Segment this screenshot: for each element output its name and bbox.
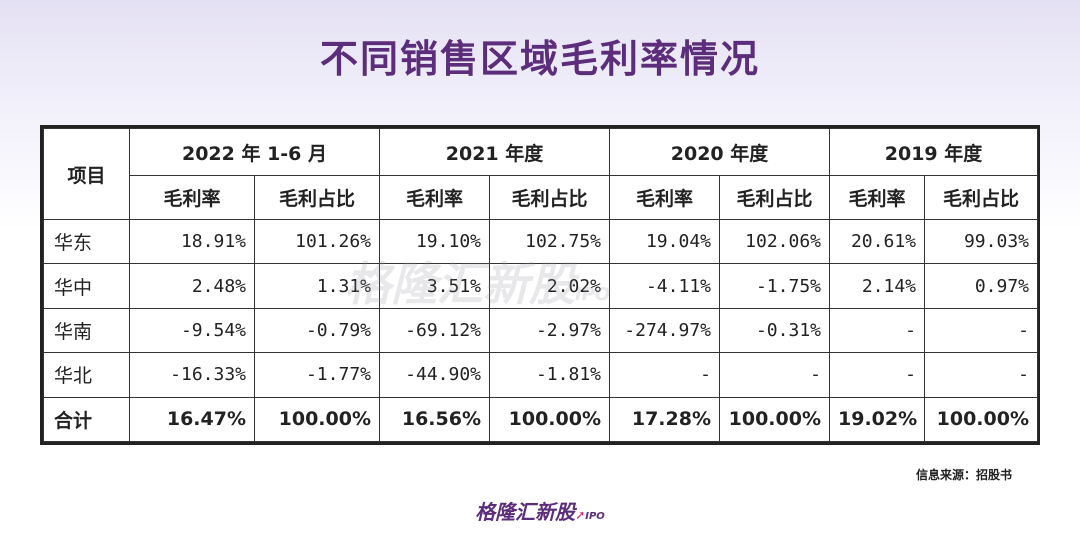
table-cell: 2.14% [829, 263, 925, 309]
table-cell: -69.12% [379, 307, 490, 354]
table-cell: - [719, 352, 830, 398]
table-cell: -0.79% [254, 307, 380, 354]
source-note: 信息来源：招股书 [915, 468, 1012, 482]
region-label: 华东 [43, 218, 130, 265]
table-cell: 102.75% [489, 218, 610, 265]
logo-text: 格隆汇新股 [475, 500, 576, 524]
table-cell: 100.00% [719, 396, 830, 443]
period-header: 2020 年度 [609, 128, 830, 176]
page-title: 不同销售区域毛利率情况 [319, 37, 760, 81]
table-cell: 20.61% [829, 218, 925, 265]
period-header-row: 项目 2022 年 1-6 月 2021 年度 2020 年度 2019 年度 [43, 128, 1038, 220]
gross-margin-table: 项目 2022 年 1-6 月 2021 年度 2020 年度 2019 年度 … [43, 128, 1038, 443]
table-row: 华东 18.91% 101.26% 19.10% 102.75% 19.04% … [43, 218, 1038, 265]
table-cell: 1.31% [254, 263, 380, 309]
table-cell: - [924, 307, 1038, 354]
table-cell: -2.97% [489, 307, 610, 354]
period-header: 2019 年度 [829, 128, 1038, 176]
table-cell: -9.54% [129, 307, 255, 354]
table-cell: 102.06% [719, 218, 830, 265]
gross-margin-header: 毛利率 [829, 175, 925, 220]
table-row: 华中 2.48% 1.31% 3.51% 2.02% -4.11% -1.75%… [43, 263, 1038, 309]
table-cell: 99.03% [924, 218, 1038, 265]
table-cell: -1.77% [254, 352, 380, 398]
spark-icon: ➚ [575, 508, 586, 522]
period-header: 2022 年 1-6 月 [129, 128, 380, 176]
total-label: 合计 [43, 396, 130, 443]
table-cell: - [924, 352, 1038, 398]
table-cell: 18.91% [129, 218, 255, 265]
table-cell: -1.75% [719, 263, 830, 309]
brand-logo: 格隆汇新股➚IPO [0, 496, 1080, 525]
total-row: 合计 16.47% 100.00% 16.56% 100.00% 17.28% … [43, 396, 1038, 443]
region-label: 华中 [43, 263, 130, 309]
table-row: 华北 -16.33% -1.77% -44.90% -1.81% - - - - [43, 352, 1038, 398]
table-row: 华南 -9.54% -0.79% -69.12% -2.97% -274.97%… [43, 307, 1038, 354]
table-cell: 19.04% [609, 218, 720, 265]
table-cell: - [829, 307, 925, 354]
table-cell: 2.02% [489, 263, 610, 309]
table-cell: 100.00% [254, 396, 380, 443]
table-cell: 100.00% [924, 396, 1038, 443]
period-header: 2021 年度 [379, 128, 610, 176]
table-cell: -1.81% [489, 352, 610, 398]
gross-profit-share-header: 毛利占比 [254, 175, 380, 220]
gross-profit-share-header: 毛利占比 [719, 175, 830, 220]
table-cell: 0.97% [924, 263, 1038, 309]
table-cell: -16.33% [129, 352, 255, 398]
gross-margin-table-container: 项目 2022 年 1-6 月 2021 年度 2020 年度 2019 年度 … [40, 125, 1040, 445]
table-cell: 16.56% [379, 396, 490, 443]
table-cell: - [829, 352, 925, 398]
gross-profit-share-header: 毛利占比 [924, 175, 1038, 220]
table-cell: 2.48% [129, 263, 255, 309]
sub-header-row: 毛利率 毛利占比 毛利率 毛利占比 毛利率 毛利占比 毛利率 毛利占比 [44, 175, 1038, 220]
table-cell: 100.00% [489, 396, 610, 443]
table-cell: 16.47% [129, 396, 255, 443]
table-cell: 101.26% [254, 218, 380, 265]
table-cell: - [609, 352, 720, 398]
logo-suffix: IPO [585, 511, 605, 522]
item-header: 项目 [43, 128, 130, 220]
table-cell: -4.11% [609, 263, 720, 309]
table-cell: 3.51% [379, 263, 490, 309]
table-cell: -0.31% [719, 307, 830, 354]
table-cell: 19.10% [379, 218, 490, 265]
gross-profit-share-header: 毛利占比 [489, 175, 610, 220]
region-label: 华北 [43, 352, 130, 398]
gross-margin-header: 毛利率 [609, 175, 720, 220]
region-label: 华南 [43, 307, 130, 354]
gross-margin-header: 毛利率 [379, 175, 490, 220]
table-cell: 17.28% [609, 396, 720, 443]
table-cell: -44.90% [379, 352, 490, 398]
table-cell: -274.97% [609, 307, 720, 354]
gross-margin-header: 毛利率 [129, 175, 255, 220]
table-cell: 19.02% [829, 396, 925, 443]
